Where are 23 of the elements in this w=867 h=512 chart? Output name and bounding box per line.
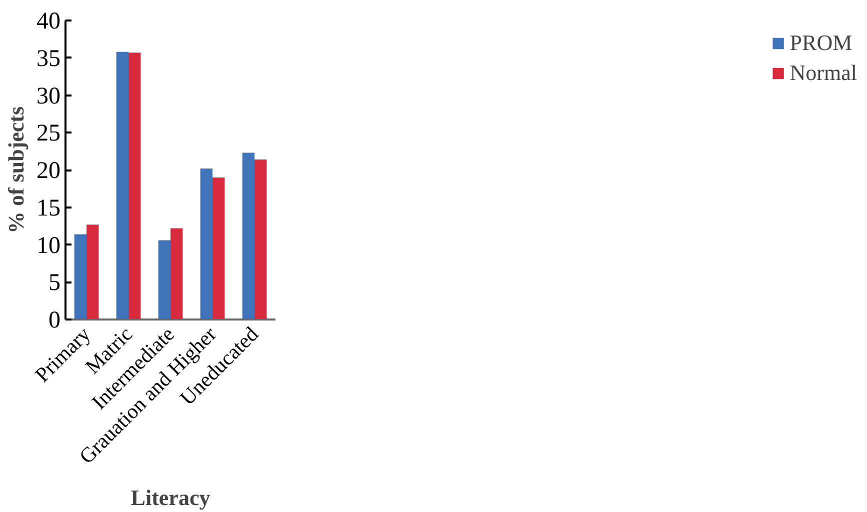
bar xyxy=(212,177,225,320)
y-tick-label: 0 xyxy=(48,308,60,334)
bar xyxy=(200,168,212,320)
bar xyxy=(128,52,141,320)
bar xyxy=(242,152,254,320)
y-tick-label: 35 xyxy=(36,46,60,72)
y-tick-label: 10 xyxy=(36,232,60,259)
bar xyxy=(116,52,128,320)
bar xyxy=(254,160,267,320)
y-tick-label: 5 xyxy=(48,270,60,296)
bar xyxy=(86,224,99,320)
bar xyxy=(74,234,86,320)
y-axis-title: % of subjects xyxy=(4,106,28,234)
y-tick-label: 40 xyxy=(36,8,60,34)
y-tick-label: 30 xyxy=(36,83,60,110)
legend-label: Normal xyxy=(790,60,857,86)
bar xyxy=(158,240,170,320)
bar xyxy=(170,228,183,320)
y-tick-label: 15 xyxy=(36,195,60,222)
y-tick-label: 25 xyxy=(36,120,60,147)
legend-label: PROM xyxy=(790,30,852,56)
x-axis-title: Literacy xyxy=(130,484,210,510)
y-tick-label: 20 xyxy=(36,158,60,184)
